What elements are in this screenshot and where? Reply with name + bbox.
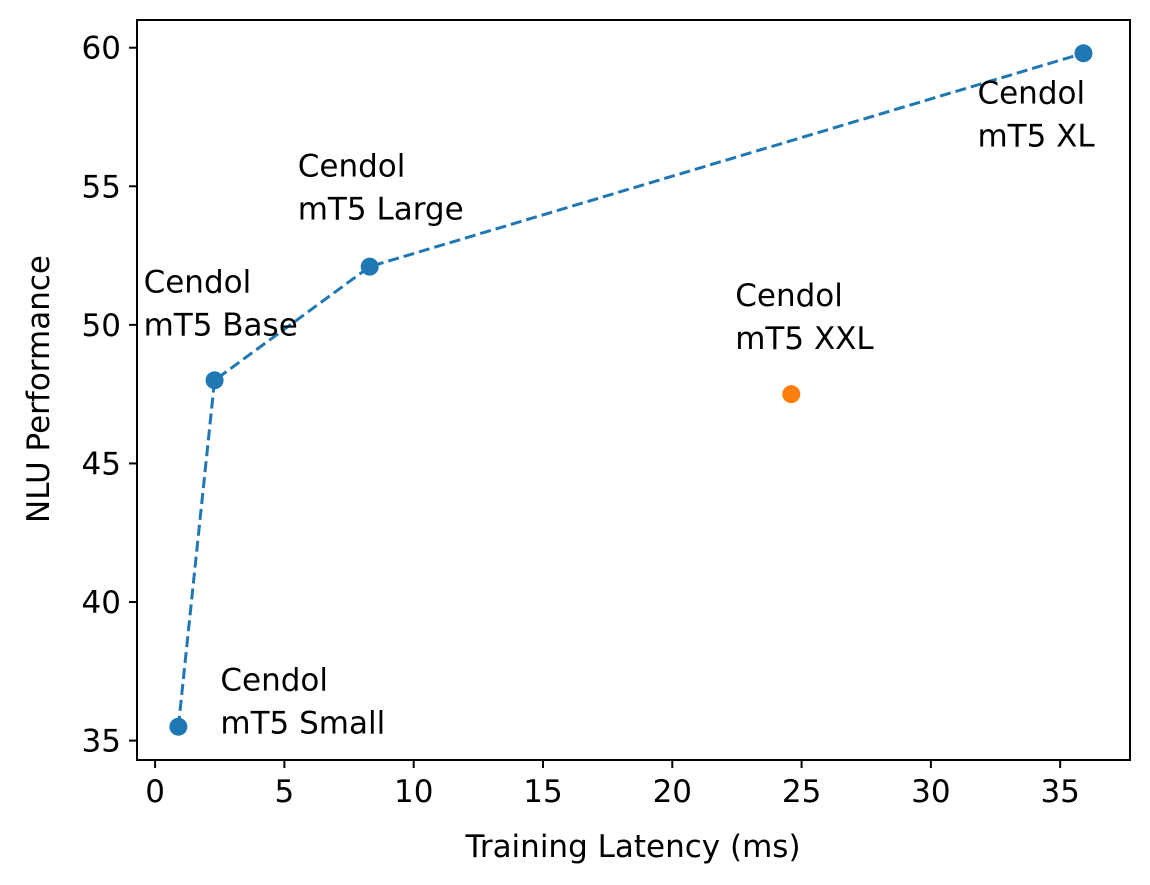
point-label: Cendol mT5 XL xyxy=(977,75,1095,154)
y-tick-label: 40 xyxy=(82,585,121,621)
x-tick-label: 0 xyxy=(145,774,165,810)
point-label: Cendol mT5 Large xyxy=(298,149,464,228)
x-axis-label: Training Latency (ms) xyxy=(464,829,800,865)
series-line xyxy=(176,51,1084,727)
x-tick-label: 35 xyxy=(1040,774,1079,810)
data-point xyxy=(1074,44,1093,63)
x-tick-label: 5 xyxy=(275,774,295,810)
point-label: Cendol mT5 Base xyxy=(144,264,298,343)
x-tick-label: 15 xyxy=(523,774,562,810)
y-tick-label: 35 xyxy=(82,724,121,760)
data-point xyxy=(782,385,801,404)
series-layer xyxy=(169,44,1093,736)
x-tick-label: 30 xyxy=(911,774,950,810)
y-tick-label: 55 xyxy=(82,169,121,205)
x-tick-label: 10 xyxy=(394,774,433,810)
y-tick-label: 50 xyxy=(82,308,121,344)
y-axis-label: NLU Performance xyxy=(21,255,57,523)
point-label: Cendol mT5 Small xyxy=(220,663,385,742)
data-point xyxy=(169,717,188,736)
data-point xyxy=(205,371,224,390)
x-tick-label: 20 xyxy=(653,774,692,810)
axis-layer: 0 5 10 15 20 25 30 35 35 40 45 50 55 60 xyxy=(82,19,1131,810)
y-tick-label: 60 xyxy=(82,31,121,67)
plot-frame xyxy=(136,19,1131,761)
x-tick-label: 25 xyxy=(782,774,821,810)
data-point xyxy=(360,257,379,276)
y-tick-label: 45 xyxy=(82,446,121,482)
point-label: Cendol mT5 XXL xyxy=(735,278,874,357)
